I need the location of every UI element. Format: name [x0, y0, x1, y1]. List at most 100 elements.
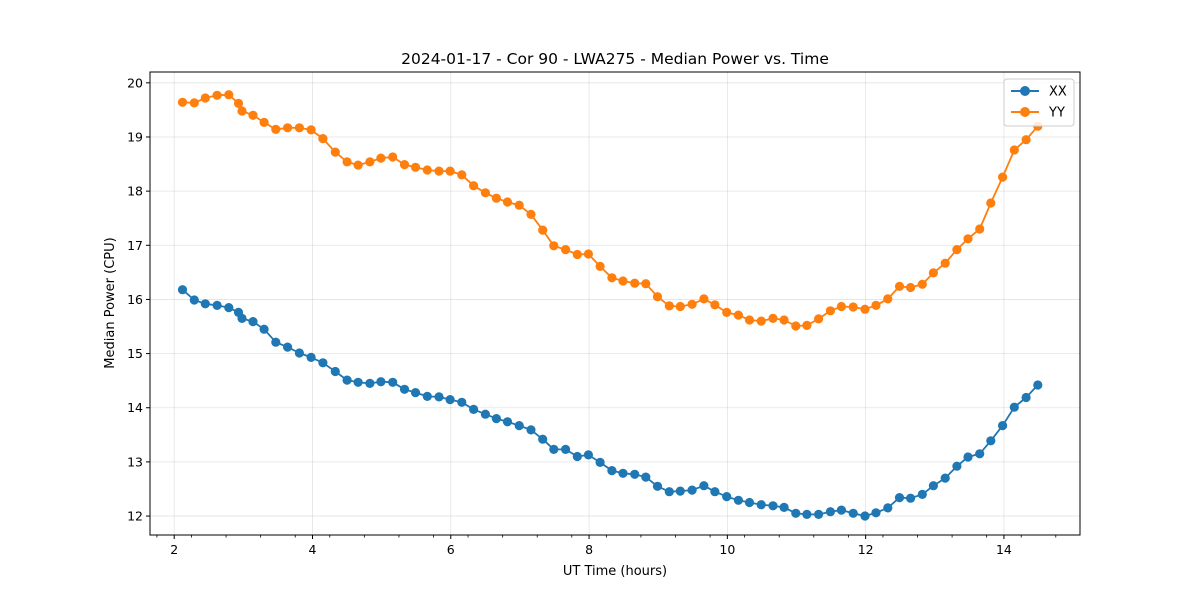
data-point-yy	[561, 245, 571, 255]
data-point-yy	[457, 170, 467, 180]
data-point-xx	[975, 449, 985, 459]
data-point-xx	[365, 378, 375, 388]
data-point-xx	[664, 487, 674, 497]
data-point-xx	[237, 313, 247, 323]
data-point-xx	[572, 451, 582, 462]
data-point-yy	[514, 200, 524, 210]
data-point-xx	[952, 461, 962, 471]
data-point-yy	[917, 279, 927, 289]
data-point-yy	[330, 147, 340, 157]
y-tick-label: 15	[127, 346, 143, 361]
data-point-xx	[630, 469, 640, 479]
data-point-xx	[894, 493, 905, 503]
x-tick-label: 10	[719, 542, 735, 557]
x-tick-label: 4	[309, 542, 317, 557]
data-point-xx	[756, 500, 766, 510]
data-point-xx	[200, 299, 210, 309]
data-point-yy	[399, 160, 410, 170]
data-point-xx	[353, 377, 363, 387]
data-point-xx	[177, 285, 188, 295]
data-point-xx	[883, 503, 893, 513]
data-point-yy	[376, 153, 386, 163]
plot-area-frame	[149, 71, 1081, 536]
data-point-xx	[1021, 392, 1031, 403]
data-point-xx	[294, 348, 304, 358]
data-point-yy	[802, 320, 812, 330]
data-point-xx	[722, 492, 732, 502]
data-point-yy	[940, 258, 950, 268]
data-point-yy	[259, 117, 269, 127]
x-tick-label: 8	[585, 542, 593, 557]
series-line-yy	[182, 93, 1039, 327]
data-point-yy	[549, 241, 559, 251]
data-point-yy	[779, 315, 789, 325]
data-point-xx	[710, 487, 720, 497]
data-point-yy	[491, 193, 501, 203]
y-tick-label: 14	[127, 400, 143, 415]
data-point-xx	[283, 342, 293, 352]
x-axis-label: UT Time (hours)	[563, 564, 667, 579]
data-point-xx	[607, 466, 617, 476]
data-point-xx	[306, 352, 316, 362]
legend-marker-yy	[1020, 107, 1030, 117]
data-point-xx	[457, 397, 467, 407]
data-point-xx	[1033, 380, 1043, 390]
data-point-xx	[189, 295, 199, 305]
data-point-yy	[306, 125, 316, 135]
data-point-yy	[998, 172, 1008, 182]
y-axis-label: Median Power (CPU)	[103, 237, 118, 368]
data-point-xx	[491, 414, 501, 424]
data-point-xx	[434, 392, 444, 402]
data-point-xx	[271, 337, 281, 347]
y-tick-label: 19	[127, 129, 143, 144]
data-point-yy	[836, 301, 847, 312]
data-point-xx	[836, 505, 847, 515]
data-point-xx	[549, 444, 559, 454]
data-point-xx	[860, 511, 870, 521]
data-point-yy	[526, 209, 536, 219]
data-point-yy	[271, 124, 281, 134]
data-point-xx	[212, 300, 222, 310]
series-line-xx	[181, 289, 1039, 517]
chart-title: 2024-01-17 - Cor 90 - LWA275 - Median Po…	[401, 50, 829, 68]
data-point-xx	[791, 508, 801, 518]
data-point-yy	[744, 315, 755, 325]
data-point-yy	[538, 225, 548, 235]
data-point-yy	[422, 165, 432, 175]
data-point-yy	[710, 300, 720, 310]
data-point-yy	[502, 197, 513, 207]
data-point-yy	[410, 162, 421, 172]
data-point-xx	[940, 473, 950, 483]
data-point-yy	[871, 300, 881, 310]
legend: XX YY	[1003, 78, 1075, 127]
data-point-xx	[399, 384, 410, 394]
data-point-yy	[607, 273, 617, 283]
data-point-yy	[618, 276, 628, 286]
data-point-xx	[687, 485, 697, 495]
data-point-yy	[469, 181, 479, 191]
data-point-xx	[906, 493, 916, 503]
data-point-yy	[675, 301, 685, 312]
data-point-yy	[200, 93, 210, 103]
data-point-xx	[1009, 402, 1019, 412]
data-point-xx	[917, 489, 927, 499]
data-point-xx	[986, 436, 996, 446]
data-point-xx	[779, 502, 789, 512]
data-point-yy	[189, 98, 199, 108]
data-point-xx	[825, 507, 836, 517]
legend-label-xx: XX	[1049, 85, 1067, 100]
data-point-xx	[410, 388, 421, 398]
data-point-xx	[388, 377, 398, 387]
data-point-yy	[722, 307, 732, 317]
data-point-xx	[998, 421, 1008, 431]
data-point-yy	[224, 90, 234, 100]
data-point-xx	[422, 391, 432, 401]
data-point-xx	[618, 468, 628, 478]
data-point-yy	[237, 106, 247, 116]
data-point-yy	[975, 224, 985, 234]
data-point-yy	[986, 198, 996, 208]
data-point-yy	[733, 310, 744, 320]
data-point-yy	[445, 166, 455, 176]
data-point-yy	[791, 321, 801, 331]
